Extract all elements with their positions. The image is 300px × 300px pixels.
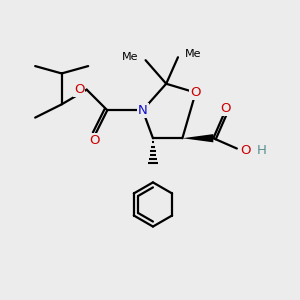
Text: O: O [190, 86, 201, 99]
Text: Me: Me [184, 49, 201, 59]
Text: H: H [257, 144, 267, 157]
Text: O: O [74, 82, 84, 95]
Text: Me: Me [122, 52, 138, 62]
Text: O: O [89, 134, 99, 147]
Text: O: O [240, 144, 250, 157]
Text: N: N [138, 104, 148, 117]
Polygon shape [182, 134, 213, 142]
Text: O: O [220, 102, 230, 115]
